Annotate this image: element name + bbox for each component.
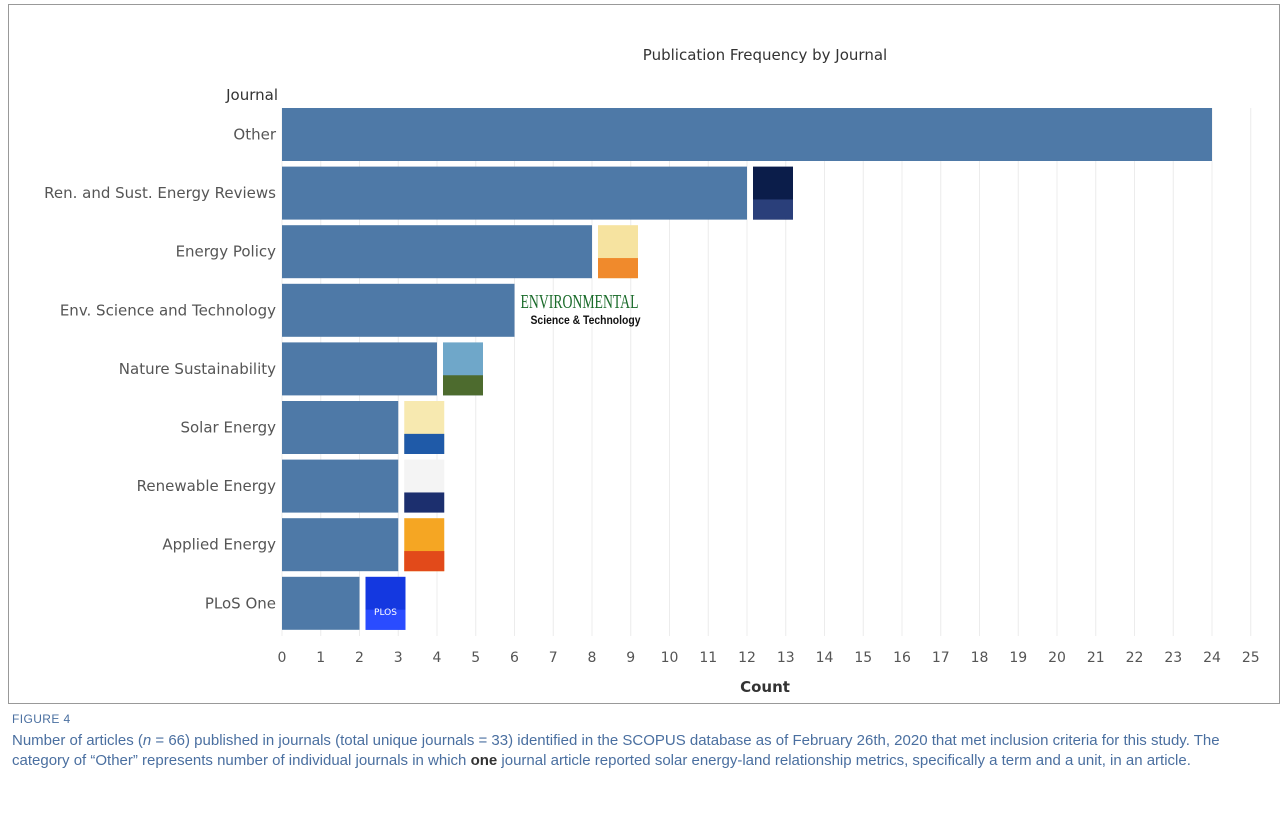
x-tick-label: 9 [626,650,635,666]
x-tick-label: 17 [932,650,950,666]
x-tick-label: 20 [1048,650,1066,666]
category-label: Energy Policy [176,243,277,261]
x-tick-label: 21 [1087,650,1105,666]
journal-cover-icon: PLOS [365,576,406,630]
x-tick-label: 24 [1203,650,1221,666]
figure-caption: FIGURE 4 Number of articles (n = 66) pub… [12,712,1272,771]
x-tick-label: 5 [471,650,480,666]
x-tick-label: 22 [1126,650,1144,666]
chart-title: Publication Frequency by Journal [642,46,888,64]
journal-cover-icon [753,166,793,220]
category-label: Renewable Energy [137,477,276,495]
cover-band [365,609,406,630]
category-label: Other [233,126,276,144]
figure-frame [8,4,1280,704]
category-label: Nature Sustainability [119,360,276,378]
journal-cover-icon [404,459,445,513]
x-tick-label: 1 [316,650,325,666]
x-axis-title: Count [740,678,790,696]
category-label: Ren. and Sust. Energy Reviews [44,184,276,202]
bar [282,166,747,220]
x-tick-label: 19 [1009,650,1027,666]
x-tick-label: 8 [588,650,597,666]
x-tick-label: 16 [893,650,911,666]
bar [282,342,437,396]
figure-label: FIGURE 4 [12,712,71,726]
x-tick-label: 23 [1164,650,1182,666]
bar [282,283,515,337]
x-tick-label: 2 [355,650,364,666]
x-tick-label: 6 [510,650,519,666]
x-tick-label: 18 [971,650,989,666]
journal-cover-icon [404,518,445,572]
cover-band [753,199,793,220]
bar [282,459,399,513]
category-label: Solar Energy [180,419,276,437]
journal-cover-icon [404,401,445,454]
category-label: PLoS One [205,594,276,612]
x-tick-label: 11 [699,650,717,666]
logo-text-line2: Science & Technology [531,313,641,327]
caption-part-2: = 66) published in journals (total uniqu… [12,732,1220,769]
bar [282,518,399,572]
cover-band [404,551,445,572]
category-label: Env. Science and Technology [60,301,276,319]
cover-band [598,258,638,279]
bar [282,225,592,279]
cover-band [404,492,445,513]
figure-frame-top [8,4,1280,5]
x-tick-label: 13 [777,650,795,666]
x-tick-label: 14 [816,650,834,666]
bar [282,108,1212,161]
x-tick-label: 12 [738,650,756,666]
bar [282,576,360,630]
caption-part-1: Number of articles ( [12,732,143,749]
caption-bold-word: one [470,752,498,769]
x-tick-label: 25 [1242,650,1260,666]
cover-band [404,433,445,454]
journal-cover-icon [598,225,638,279]
x-tick-label: 0 [278,650,287,666]
x-tick-label: 10 [661,650,679,666]
category-label: Applied Energy [162,536,276,554]
plos-logo-text: PLOS [374,608,397,618]
caption-n-variable: n [142,732,152,749]
cover-band [443,375,483,396]
x-tick-label: 15 [854,650,872,666]
x-tick-label: 7 [549,650,558,666]
bar [282,401,399,454]
caption-text: Number of articles (n = 66) published in… [12,731,1272,771]
journal-cover-icon [443,342,483,396]
logo-text-line1: ENVIRONMENTAL [521,291,639,313]
caption-part-3: journal article reported solar energy-la… [497,752,1191,769]
y-axis-title: Journal [226,86,278,104]
x-tick-label: 3 [394,650,403,666]
x-tick-label: 4 [433,650,442,666]
